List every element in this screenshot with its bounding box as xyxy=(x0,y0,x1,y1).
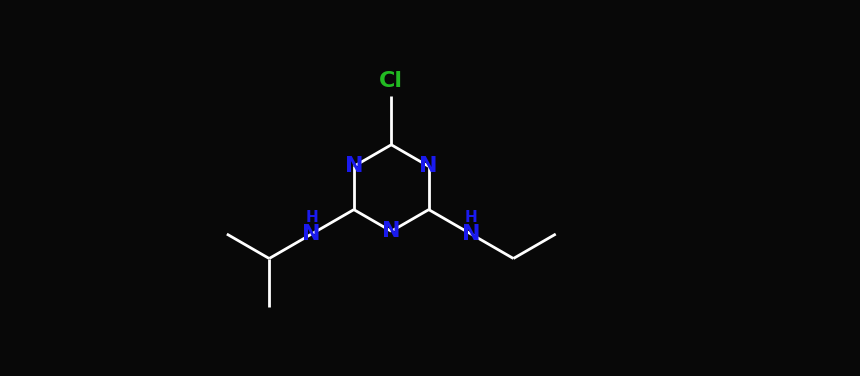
Text: N: N xyxy=(420,156,438,176)
Text: H: H xyxy=(305,210,318,224)
Text: N: N xyxy=(462,224,481,244)
Text: H: H xyxy=(464,210,477,224)
Text: N: N xyxy=(345,156,363,176)
Text: Cl: Cl xyxy=(379,71,403,91)
Text: N: N xyxy=(382,221,401,241)
Text: N: N xyxy=(302,224,321,244)
